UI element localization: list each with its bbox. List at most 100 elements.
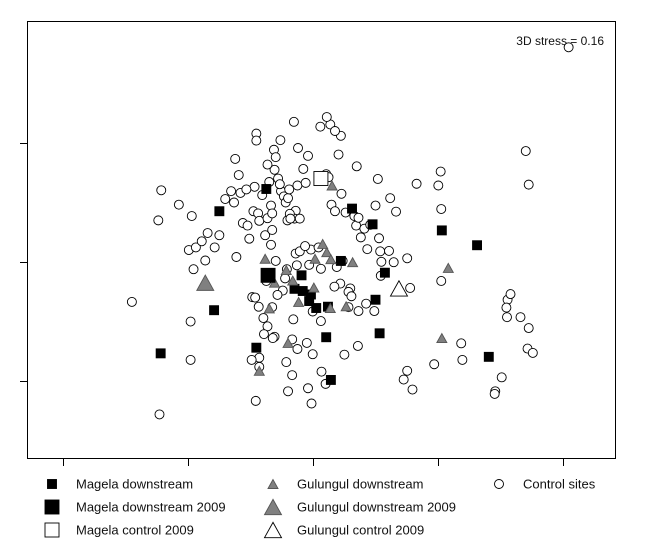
legend-label-control-sites: Control sites <box>523 477 596 492</box>
control-sites-point <box>315 316 326 327</box>
control-sites-point <box>496 372 507 383</box>
control-sites-point <box>285 213 296 224</box>
control-sites-point <box>520 146 531 157</box>
control-sites-point <box>385 193 396 204</box>
gulungul-downstream-2009-point <box>196 274 215 291</box>
control-sites-point <box>283 386 293 397</box>
magela-downstream-point <box>214 206 225 217</box>
gulungul-downstream-point <box>259 253 271 264</box>
legend-label-magela-control-2009: Magela control 2009 <box>76 523 194 538</box>
control-sites-point <box>435 166 446 177</box>
control-sites-point <box>315 263 326 274</box>
control-sites-point <box>523 179 534 190</box>
control-sites-point <box>372 174 383 184</box>
control-sites-point <box>258 313 269 323</box>
control-sites-point <box>241 184 252 195</box>
gulungul-downstream-point <box>316 238 329 249</box>
control-sites-point <box>339 349 350 360</box>
control-sites-point <box>527 347 538 358</box>
control-sites-point <box>370 200 381 211</box>
control-sites-point <box>563 42 574 53</box>
control-sites-point <box>321 112 332 122</box>
magela-downstream-point <box>251 342 262 353</box>
control-sites-point <box>229 197 239 208</box>
magela-downstream-point <box>296 270 307 281</box>
control-sites-point <box>300 177 311 188</box>
control-sites-point <box>288 314 299 325</box>
control-sites-point <box>230 153 241 164</box>
control-sites-point <box>407 384 418 395</box>
control-sites-point <box>259 329 269 340</box>
control-sites-point <box>154 409 165 420</box>
gulungul-downstream-point <box>308 282 320 293</box>
control-sites-point <box>284 184 295 195</box>
control-sites-point <box>270 152 281 163</box>
control-sites-point <box>384 245 394 256</box>
control-sites-point <box>156 185 167 196</box>
control-sites-point <box>398 374 409 385</box>
x-axis-ticks <box>63 459 564 466</box>
control-sites-point <box>391 206 401 217</box>
control-sites-point <box>346 291 357 302</box>
control-sites-point <box>250 292 261 303</box>
magela-downstream-point <box>483 351 494 362</box>
gulungul-downstream-point <box>282 337 294 348</box>
magela-downstream-point <box>297 286 308 296</box>
gulungul-downstream-point <box>292 296 305 307</box>
magela-control-2009-point <box>313 171 329 186</box>
magela-downstream-point <box>472 240 483 251</box>
magela-downstream-point <box>321 332 332 343</box>
magela-downstream-2009-point <box>260 267 276 283</box>
control-sites-point <box>361 298 372 309</box>
gulungul-downstream-point <box>286 275 299 286</box>
control-sites-point <box>355 232 366 243</box>
control-sites-point <box>253 301 264 312</box>
y-axis-ticks <box>20 143 27 382</box>
control-sites-point <box>246 354 257 365</box>
control-sites-point <box>214 230 225 241</box>
control-sites-point <box>515 312 526 323</box>
control-sites-point <box>188 264 199 275</box>
legend: Magela downstream Magela downstream 2009 M… <box>44 477 596 539</box>
control-sites-point <box>298 163 309 174</box>
control-sites-point <box>351 161 362 172</box>
gulungul-downstream-point <box>436 332 448 344</box>
control-sites-point <box>301 337 312 348</box>
control-sites-point <box>186 211 197 221</box>
control-sites-point <box>288 116 299 127</box>
gulungul-downstream-point <box>442 262 455 273</box>
control-sites-point <box>352 340 363 351</box>
control-sites-point <box>267 333 278 344</box>
magela-downstream-point <box>325 375 336 385</box>
control-sites-point <box>185 354 196 365</box>
legend-label-gulungul-downstream: Gulungul downstream <box>297 477 423 492</box>
magela-downstream-point <box>335 255 346 266</box>
control-sites-point <box>336 188 347 199</box>
control-sites-point <box>330 126 340 136</box>
control-sites-point <box>254 215 265 226</box>
control-sites-point <box>457 354 468 365</box>
control-sites-point <box>173 199 184 210</box>
control-sites-point <box>291 260 302 271</box>
gulungul-downstream-point <box>321 246 333 258</box>
legend-label-gulungul-control-2009: Gulungul control 2009 <box>297 523 424 538</box>
control-sites-point <box>260 230 271 241</box>
gulungul-downstream-point <box>324 302 337 313</box>
legend-marker-gulungul-downstream <box>267 478 279 489</box>
gulungul-downstream-point <box>263 303 276 314</box>
control-sites-point <box>489 388 500 399</box>
control-sites-point <box>369 306 380 317</box>
control-sites-point <box>375 246 386 257</box>
magela-downstream-point <box>289 283 300 294</box>
legend-label-magela-downstream: Magela downstream <box>76 477 193 492</box>
magela-downstream-point <box>311 303 322 313</box>
control-sites-point <box>388 257 399 268</box>
control-sites-point <box>292 180 303 191</box>
magela-downstream-point <box>261 184 272 194</box>
gulungul-downstream-point <box>280 264 293 276</box>
legend-marker-gulungul-control-2009 <box>263 521 283 539</box>
control-sites-point <box>501 302 512 313</box>
control-sites-point <box>307 349 318 360</box>
control-sites-point <box>376 256 387 267</box>
control-sites-point <box>292 344 303 354</box>
